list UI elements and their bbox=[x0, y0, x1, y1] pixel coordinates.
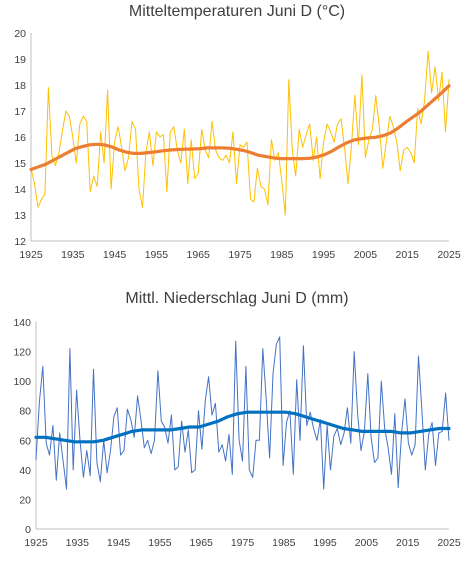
y-tick-label: 14 bbox=[14, 184, 26, 196]
x-tick-label: 1925 bbox=[24, 537, 48, 549]
y-tick-label: 100 bbox=[13, 376, 31, 388]
y-tick-label: 40 bbox=[19, 465, 31, 477]
x-tick-label: 2025 bbox=[437, 249, 461, 261]
x-tick-label: 1935 bbox=[61, 249, 85, 261]
y-tick-label: 16 bbox=[14, 132, 26, 144]
y-tick-label: 19 bbox=[14, 54, 26, 66]
x-tick-label: 1945 bbox=[103, 249, 127, 261]
x-tick-label: 1935 bbox=[66, 537, 90, 549]
x-tick-label: 1965 bbox=[187, 249, 211, 261]
y-tick-label: 18 bbox=[14, 80, 26, 92]
y-tick-label: 13 bbox=[14, 210, 26, 222]
x-tick-label: 1995 bbox=[312, 249, 336, 261]
precipitation-chart: Mittl. Niederschlag Juni D (mm) 0 20 40 60 8… bbox=[13, 290, 460, 549]
x-tick-label: 2005 bbox=[354, 249, 378, 261]
y-tick-label: 140 bbox=[13, 317, 31, 329]
y-tick-label: 80 bbox=[19, 406, 31, 418]
y-tick-label: 120 bbox=[13, 347, 31, 359]
x-tick-label: 1945 bbox=[107, 537, 131, 549]
trend-line bbox=[29, 84, 451, 172]
x-tick-label: 1965 bbox=[190, 537, 214, 549]
x-tick-label: 1985 bbox=[270, 249, 294, 261]
chart-title: Mitteltemperaturen Juni D (°C) bbox=[129, 3, 345, 20]
annual-values-line bbox=[35, 336, 450, 490]
x-tick-label: 1955 bbox=[148, 537, 172, 549]
y-tick-label: 15 bbox=[14, 158, 26, 170]
y-tick-label: 12 bbox=[14, 236, 26, 248]
x-tick-label: 2025 bbox=[437, 537, 461, 549]
x-tick-label: 1985 bbox=[272, 537, 296, 549]
y-tick-label: 60 bbox=[19, 435, 31, 447]
y-tick-label: 0 bbox=[25, 524, 31, 536]
x-tick-label: 2005 bbox=[355, 537, 379, 549]
x-tick-label: 1955 bbox=[145, 249, 169, 261]
y-tick-label: 17 bbox=[14, 106, 26, 118]
trend-line bbox=[34, 410, 451, 444]
x-tick-label: 1995 bbox=[313, 537, 337, 549]
x-tick-label: 2015 bbox=[396, 249, 420, 261]
x-tick-label: 1975 bbox=[228, 249, 252, 261]
y-tick-label: 20 bbox=[14, 28, 26, 40]
x-tick-label: 2015 bbox=[396, 537, 420, 549]
annual-values-line bbox=[30, 50, 450, 216]
y-tick-label: 20 bbox=[19, 494, 31, 506]
x-tick-label: 1925 bbox=[19, 249, 43, 261]
chart-title: Mittl. Niederschlag Juni D (mm) bbox=[125, 290, 348, 307]
x-tick-label: 1975 bbox=[231, 537, 255, 549]
temperature-chart: Mitteltemperaturen Juni D (°C) 12 13 14 15 1… bbox=[14, 3, 461, 261]
